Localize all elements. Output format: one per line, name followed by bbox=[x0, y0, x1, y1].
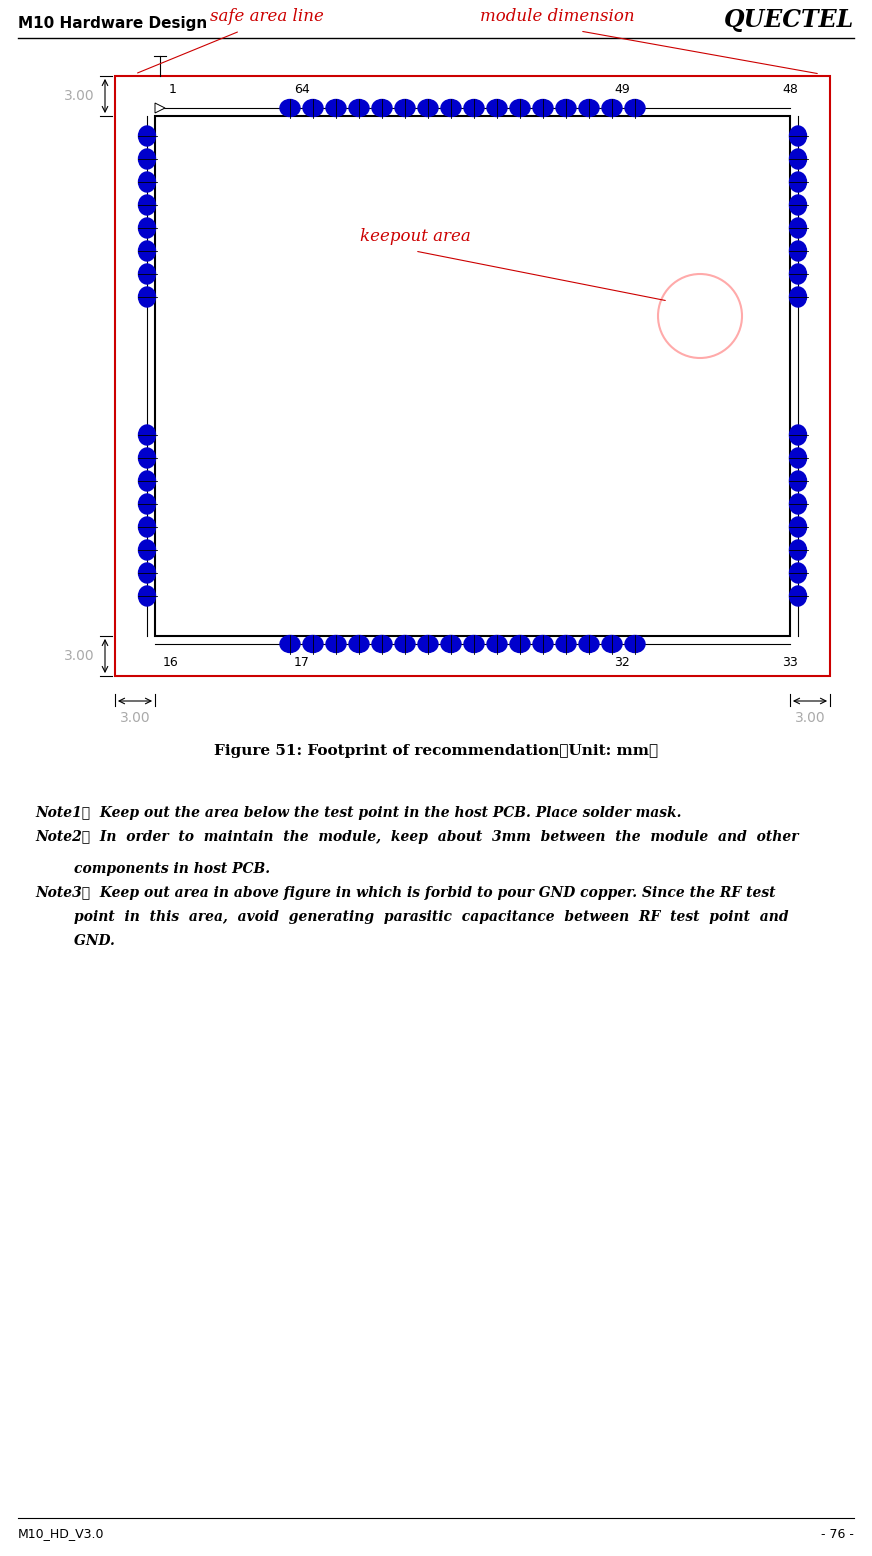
Ellipse shape bbox=[510, 100, 530, 117]
Ellipse shape bbox=[395, 100, 415, 117]
Ellipse shape bbox=[139, 149, 155, 170]
Ellipse shape bbox=[303, 635, 323, 652]
Ellipse shape bbox=[280, 635, 300, 652]
Text: 32: 32 bbox=[614, 657, 630, 669]
Text: Note2：  In  order  to  maintain  the  module,  keep  about  3mm  between  the  m: Note2： In order to maintain the module, … bbox=[35, 829, 799, 843]
Text: 49: 49 bbox=[614, 82, 630, 96]
Ellipse shape bbox=[139, 563, 155, 584]
Text: point  in  this  area,  avoid  generating  parasitic  capacitance  between  RF  : point in this area, avoid generating par… bbox=[35, 910, 788, 924]
Ellipse shape bbox=[533, 100, 553, 117]
Ellipse shape bbox=[789, 286, 807, 307]
Text: 64: 64 bbox=[294, 82, 310, 96]
Text: keepout area: keepout area bbox=[360, 227, 471, 244]
Ellipse shape bbox=[789, 517, 807, 537]
Ellipse shape bbox=[487, 100, 507, 117]
Ellipse shape bbox=[625, 635, 645, 652]
Ellipse shape bbox=[556, 100, 576, 117]
Ellipse shape bbox=[139, 194, 155, 215]
Ellipse shape bbox=[789, 425, 807, 445]
Text: 3.00: 3.00 bbox=[794, 711, 825, 725]
Ellipse shape bbox=[418, 100, 438, 117]
Ellipse shape bbox=[789, 493, 807, 513]
Text: - 76 -: - 76 - bbox=[821, 1528, 854, 1540]
Text: GND.: GND. bbox=[35, 934, 115, 948]
Text: 1: 1 bbox=[169, 82, 177, 96]
Ellipse shape bbox=[789, 563, 807, 584]
Bar bbox=[115, 76, 830, 675]
Ellipse shape bbox=[349, 635, 369, 652]
Ellipse shape bbox=[139, 540, 155, 560]
Ellipse shape bbox=[372, 635, 392, 652]
Ellipse shape bbox=[441, 635, 461, 652]
Ellipse shape bbox=[139, 265, 155, 285]
Ellipse shape bbox=[789, 218, 807, 238]
Ellipse shape bbox=[441, 100, 461, 117]
Text: 17: 17 bbox=[294, 657, 310, 669]
Ellipse shape bbox=[789, 265, 807, 285]
Ellipse shape bbox=[139, 286, 155, 307]
Ellipse shape bbox=[139, 471, 155, 492]
Ellipse shape bbox=[139, 126, 155, 146]
Ellipse shape bbox=[556, 635, 576, 652]
Ellipse shape bbox=[139, 517, 155, 537]
Polygon shape bbox=[155, 103, 165, 114]
Text: 48: 48 bbox=[782, 82, 798, 96]
Ellipse shape bbox=[326, 635, 346, 652]
Text: safe area line: safe area line bbox=[210, 8, 324, 25]
Ellipse shape bbox=[487, 635, 507, 652]
Text: QUECTEL: QUECTEL bbox=[724, 8, 854, 33]
Ellipse shape bbox=[395, 635, 415, 652]
Text: 16: 16 bbox=[163, 657, 179, 669]
Ellipse shape bbox=[372, 100, 392, 117]
Ellipse shape bbox=[418, 635, 438, 652]
Ellipse shape bbox=[464, 100, 484, 117]
Ellipse shape bbox=[139, 241, 155, 261]
Text: module dimension: module dimension bbox=[480, 8, 635, 25]
Text: 3.00: 3.00 bbox=[119, 711, 150, 725]
Ellipse shape bbox=[789, 241, 807, 261]
Ellipse shape bbox=[789, 149, 807, 170]
Ellipse shape bbox=[789, 540, 807, 560]
Ellipse shape bbox=[139, 218, 155, 238]
Text: Note3：  Keep out area in above figure in which is forbid to pour GND copper. Sin: Note3： Keep out area in above figure in … bbox=[35, 885, 775, 899]
Ellipse shape bbox=[349, 100, 369, 117]
Ellipse shape bbox=[789, 448, 807, 468]
Ellipse shape bbox=[533, 635, 553, 652]
Ellipse shape bbox=[139, 587, 155, 605]
Ellipse shape bbox=[602, 635, 622, 652]
Bar bbox=[155, 117, 790, 636]
Text: M10_HD_V3.0: M10_HD_V3.0 bbox=[18, 1528, 105, 1540]
Text: Note1：  Keep out the area below the test point in the host PCB. Place solder mas: Note1： Keep out the area below the test … bbox=[35, 806, 682, 820]
Text: 33: 33 bbox=[782, 657, 798, 669]
Ellipse shape bbox=[139, 448, 155, 468]
Ellipse shape bbox=[303, 100, 323, 117]
Ellipse shape bbox=[789, 471, 807, 492]
Text: components in host PCB.: components in host PCB. bbox=[35, 862, 270, 876]
Text: M10 Hardware Design: M10 Hardware Design bbox=[18, 16, 208, 31]
Text: 3.00: 3.00 bbox=[65, 649, 95, 663]
Ellipse shape bbox=[464, 635, 484, 652]
Ellipse shape bbox=[789, 173, 807, 191]
Ellipse shape bbox=[625, 100, 645, 117]
Text: Figure 51: Footprint of recommendation（Unit: mm）: Figure 51: Footprint of recommendation（U… bbox=[214, 744, 658, 758]
Ellipse shape bbox=[326, 100, 346, 117]
Ellipse shape bbox=[139, 493, 155, 513]
Text: 3.00: 3.00 bbox=[65, 89, 95, 103]
Ellipse shape bbox=[789, 194, 807, 215]
Ellipse shape bbox=[602, 100, 622, 117]
Ellipse shape bbox=[579, 100, 599, 117]
Ellipse shape bbox=[280, 100, 300, 117]
Ellipse shape bbox=[139, 173, 155, 191]
Ellipse shape bbox=[789, 587, 807, 605]
Ellipse shape bbox=[139, 425, 155, 445]
Ellipse shape bbox=[510, 635, 530, 652]
Ellipse shape bbox=[789, 126, 807, 146]
Ellipse shape bbox=[579, 635, 599, 652]
